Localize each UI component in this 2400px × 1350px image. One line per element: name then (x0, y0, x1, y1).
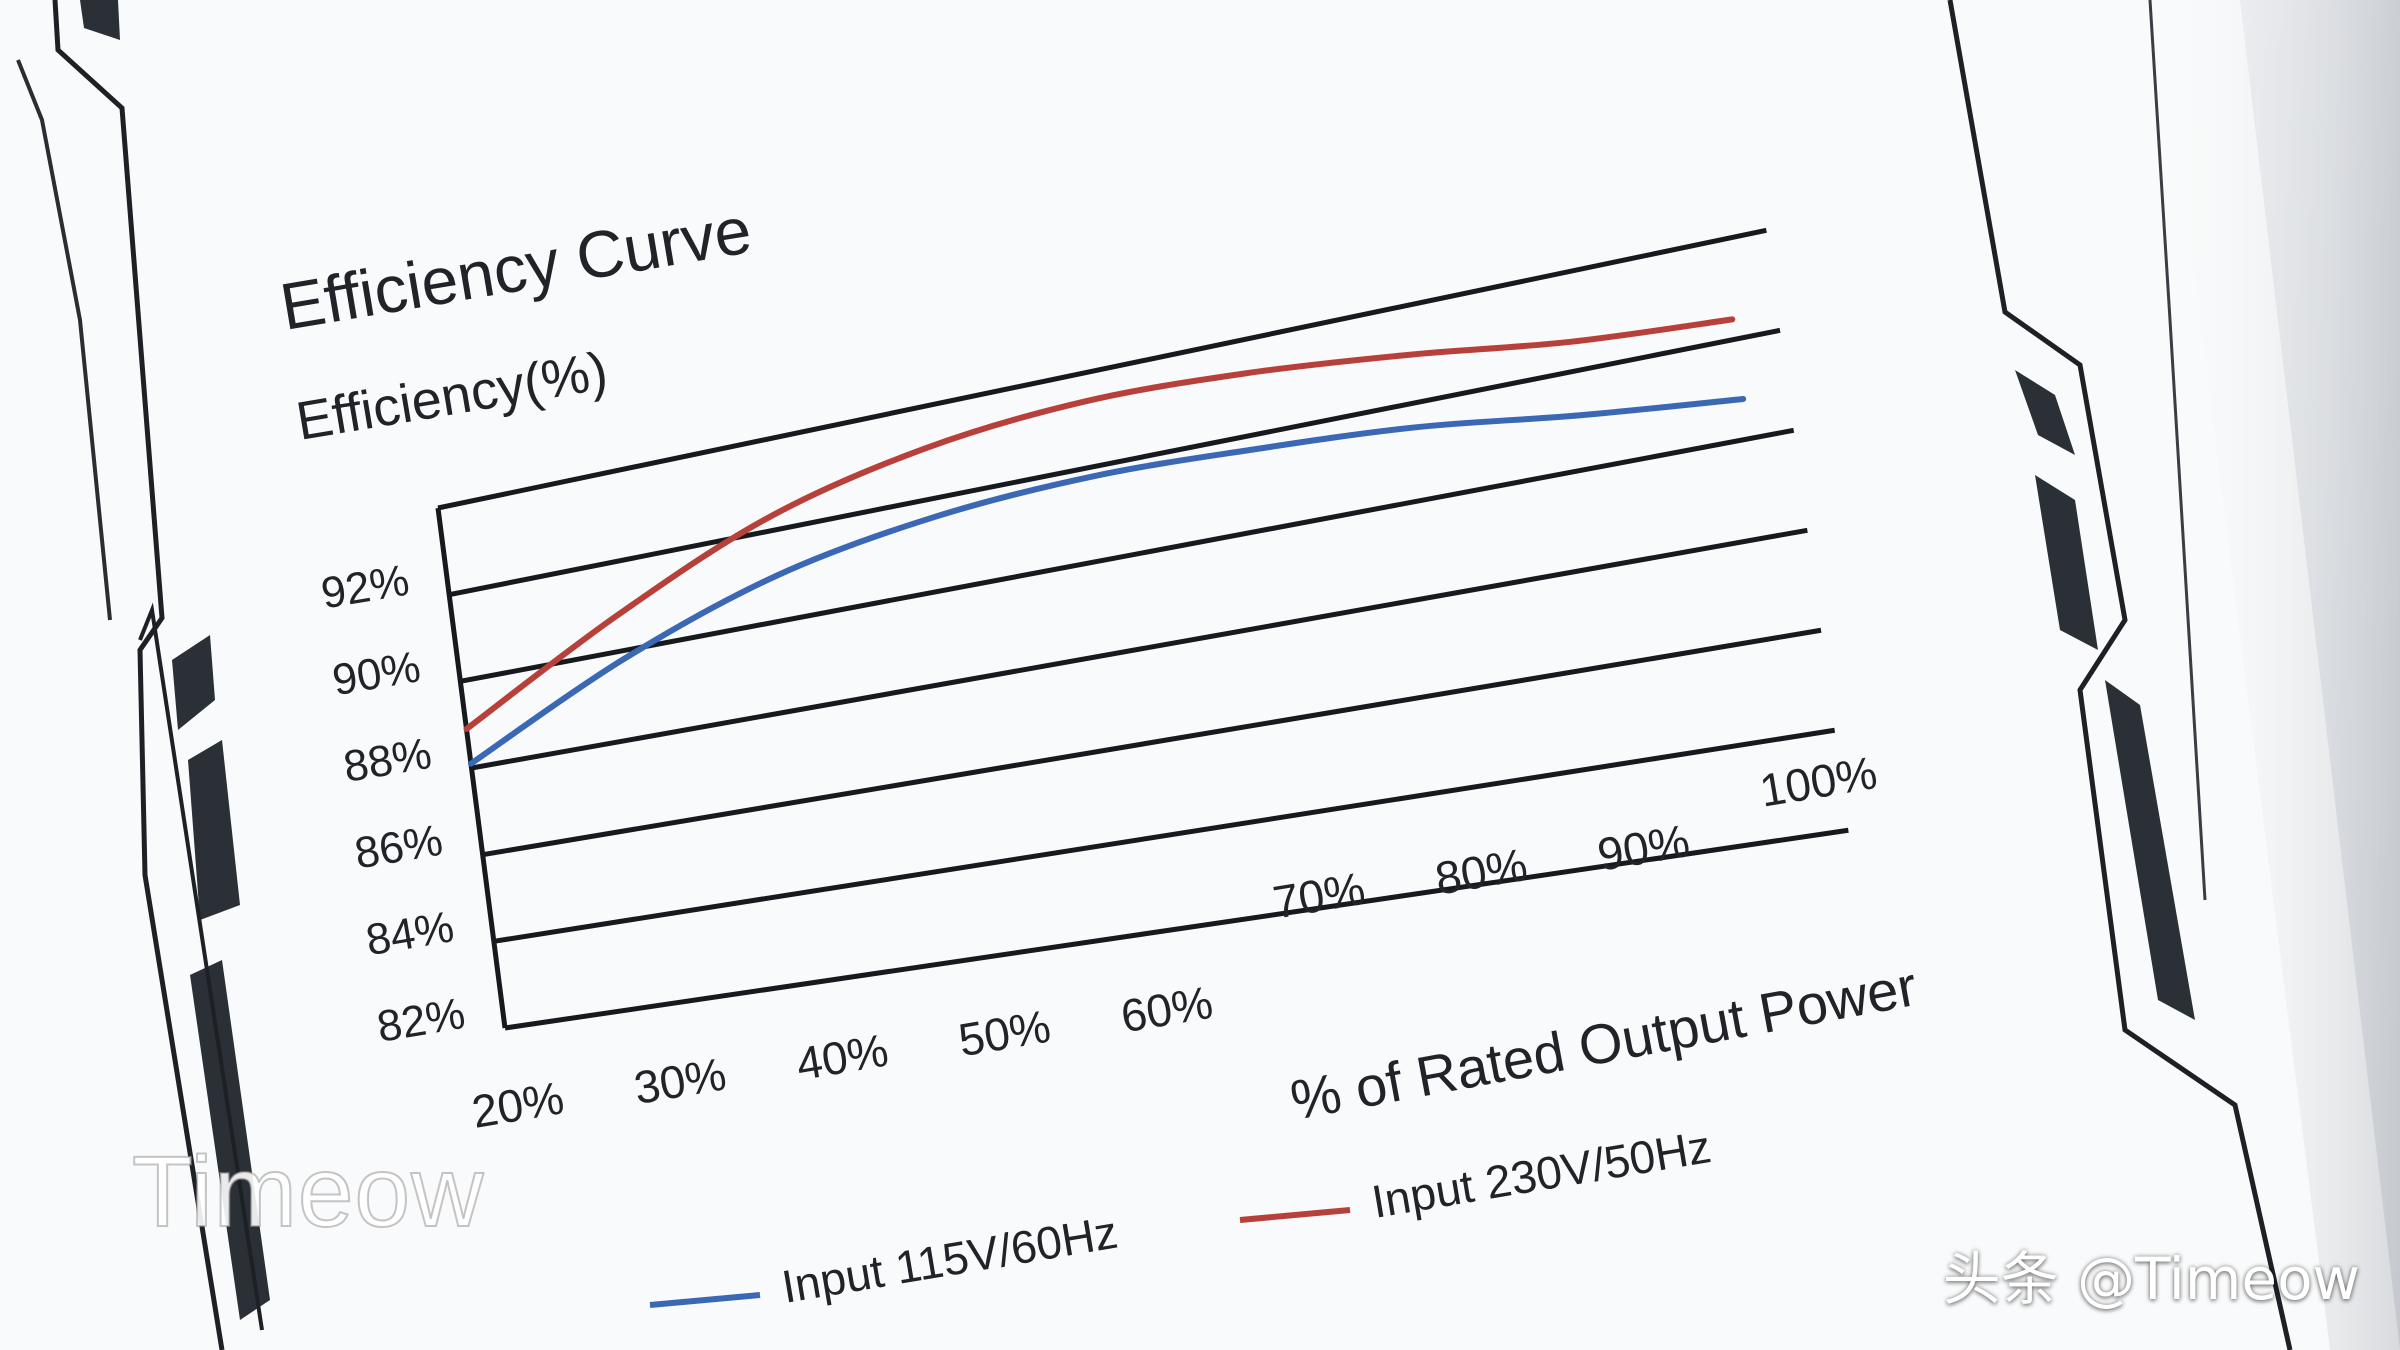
gridline (504, 827, 1849, 1031)
series-lines (463, 316, 1747, 767)
gridline (448, 327, 1781, 598)
gridlines (437, 227, 1849, 1031)
axes (435, 507, 508, 1029)
gridline (459, 427, 1795, 684)
series-line (467, 395, 1747, 767)
y-axis-line (435, 507, 508, 1029)
gridline (437, 227, 1767, 511)
box-side-shadow (2160, 0, 2400, 1350)
watermark-left: Timeow (131, 1135, 485, 1249)
legend-swatch (1239, 1207, 1351, 1223)
right-border-decoration (1947, 0, 2293, 1350)
gridline (471, 527, 1808, 771)
series-line (463, 316, 1736, 732)
gridline (493, 727, 1836, 944)
gridline (482, 627, 1822, 858)
left-border-decoration (16, 0, 270, 1350)
legend-swatch (649, 1292, 761, 1308)
watermark-right: 头条 @Timeow (1942, 1245, 2360, 1313)
